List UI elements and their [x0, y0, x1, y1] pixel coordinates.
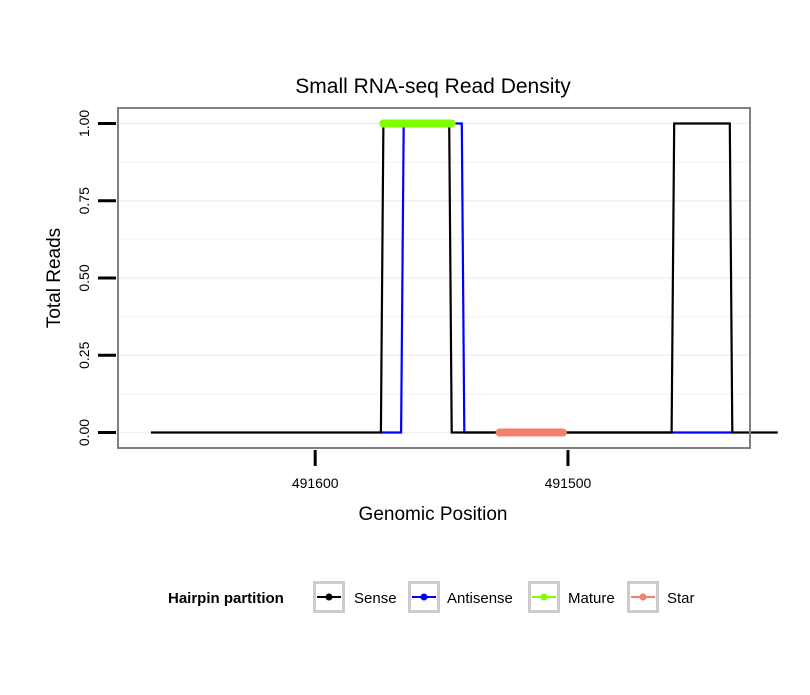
- plot-panel: [117, 107, 778, 449]
- legend-dot-sense: [325, 593, 333, 601]
- legend-label-mature: Mature: [568, 590, 615, 607]
- legend-label-antisense: Antisense: [447, 590, 513, 607]
- series-layer: [150, 119, 778, 437]
- antisense-line: [380, 122, 733, 434]
- chart-title: Small RNA-seq Read Density: [295, 75, 571, 98]
- x-tick-label: 491600: [292, 475, 339, 491]
- x-axis: 491600 491500: [292, 450, 592, 491]
- plot-panel-border: [117, 107, 751, 449]
- y-axis-title: Total Reads: [44, 228, 65, 328]
- y-axis: 0.00 0.25 0.50 0.75 1.00: [76, 110, 116, 446]
- legend-label-star: Star: [667, 590, 695, 607]
- x-axis-title: Genomic Position: [359, 504, 508, 525]
- y-tick-label: 0.75: [76, 187, 92, 214]
- legend-dot-antisense: [420, 593, 428, 601]
- y-tick-label: 0.50: [76, 264, 92, 291]
- legend-label-sense: Sense: [354, 590, 397, 607]
- y-tick-label: 1.00: [76, 110, 92, 137]
- legend-dot-star: [639, 593, 647, 601]
- legend-dot-mature: [540, 593, 548, 601]
- legend-title: Hairpin partition: [168, 590, 284, 607]
- y-tick-label: 0.00: [76, 419, 92, 446]
- legend: Hairpin partition Sense Antisense Mature St…: [168, 581, 695, 613]
- x-tick-label: 491500: [545, 475, 592, 491]
- y-tick-label: 0.25: [76, 341, 92, 368]
